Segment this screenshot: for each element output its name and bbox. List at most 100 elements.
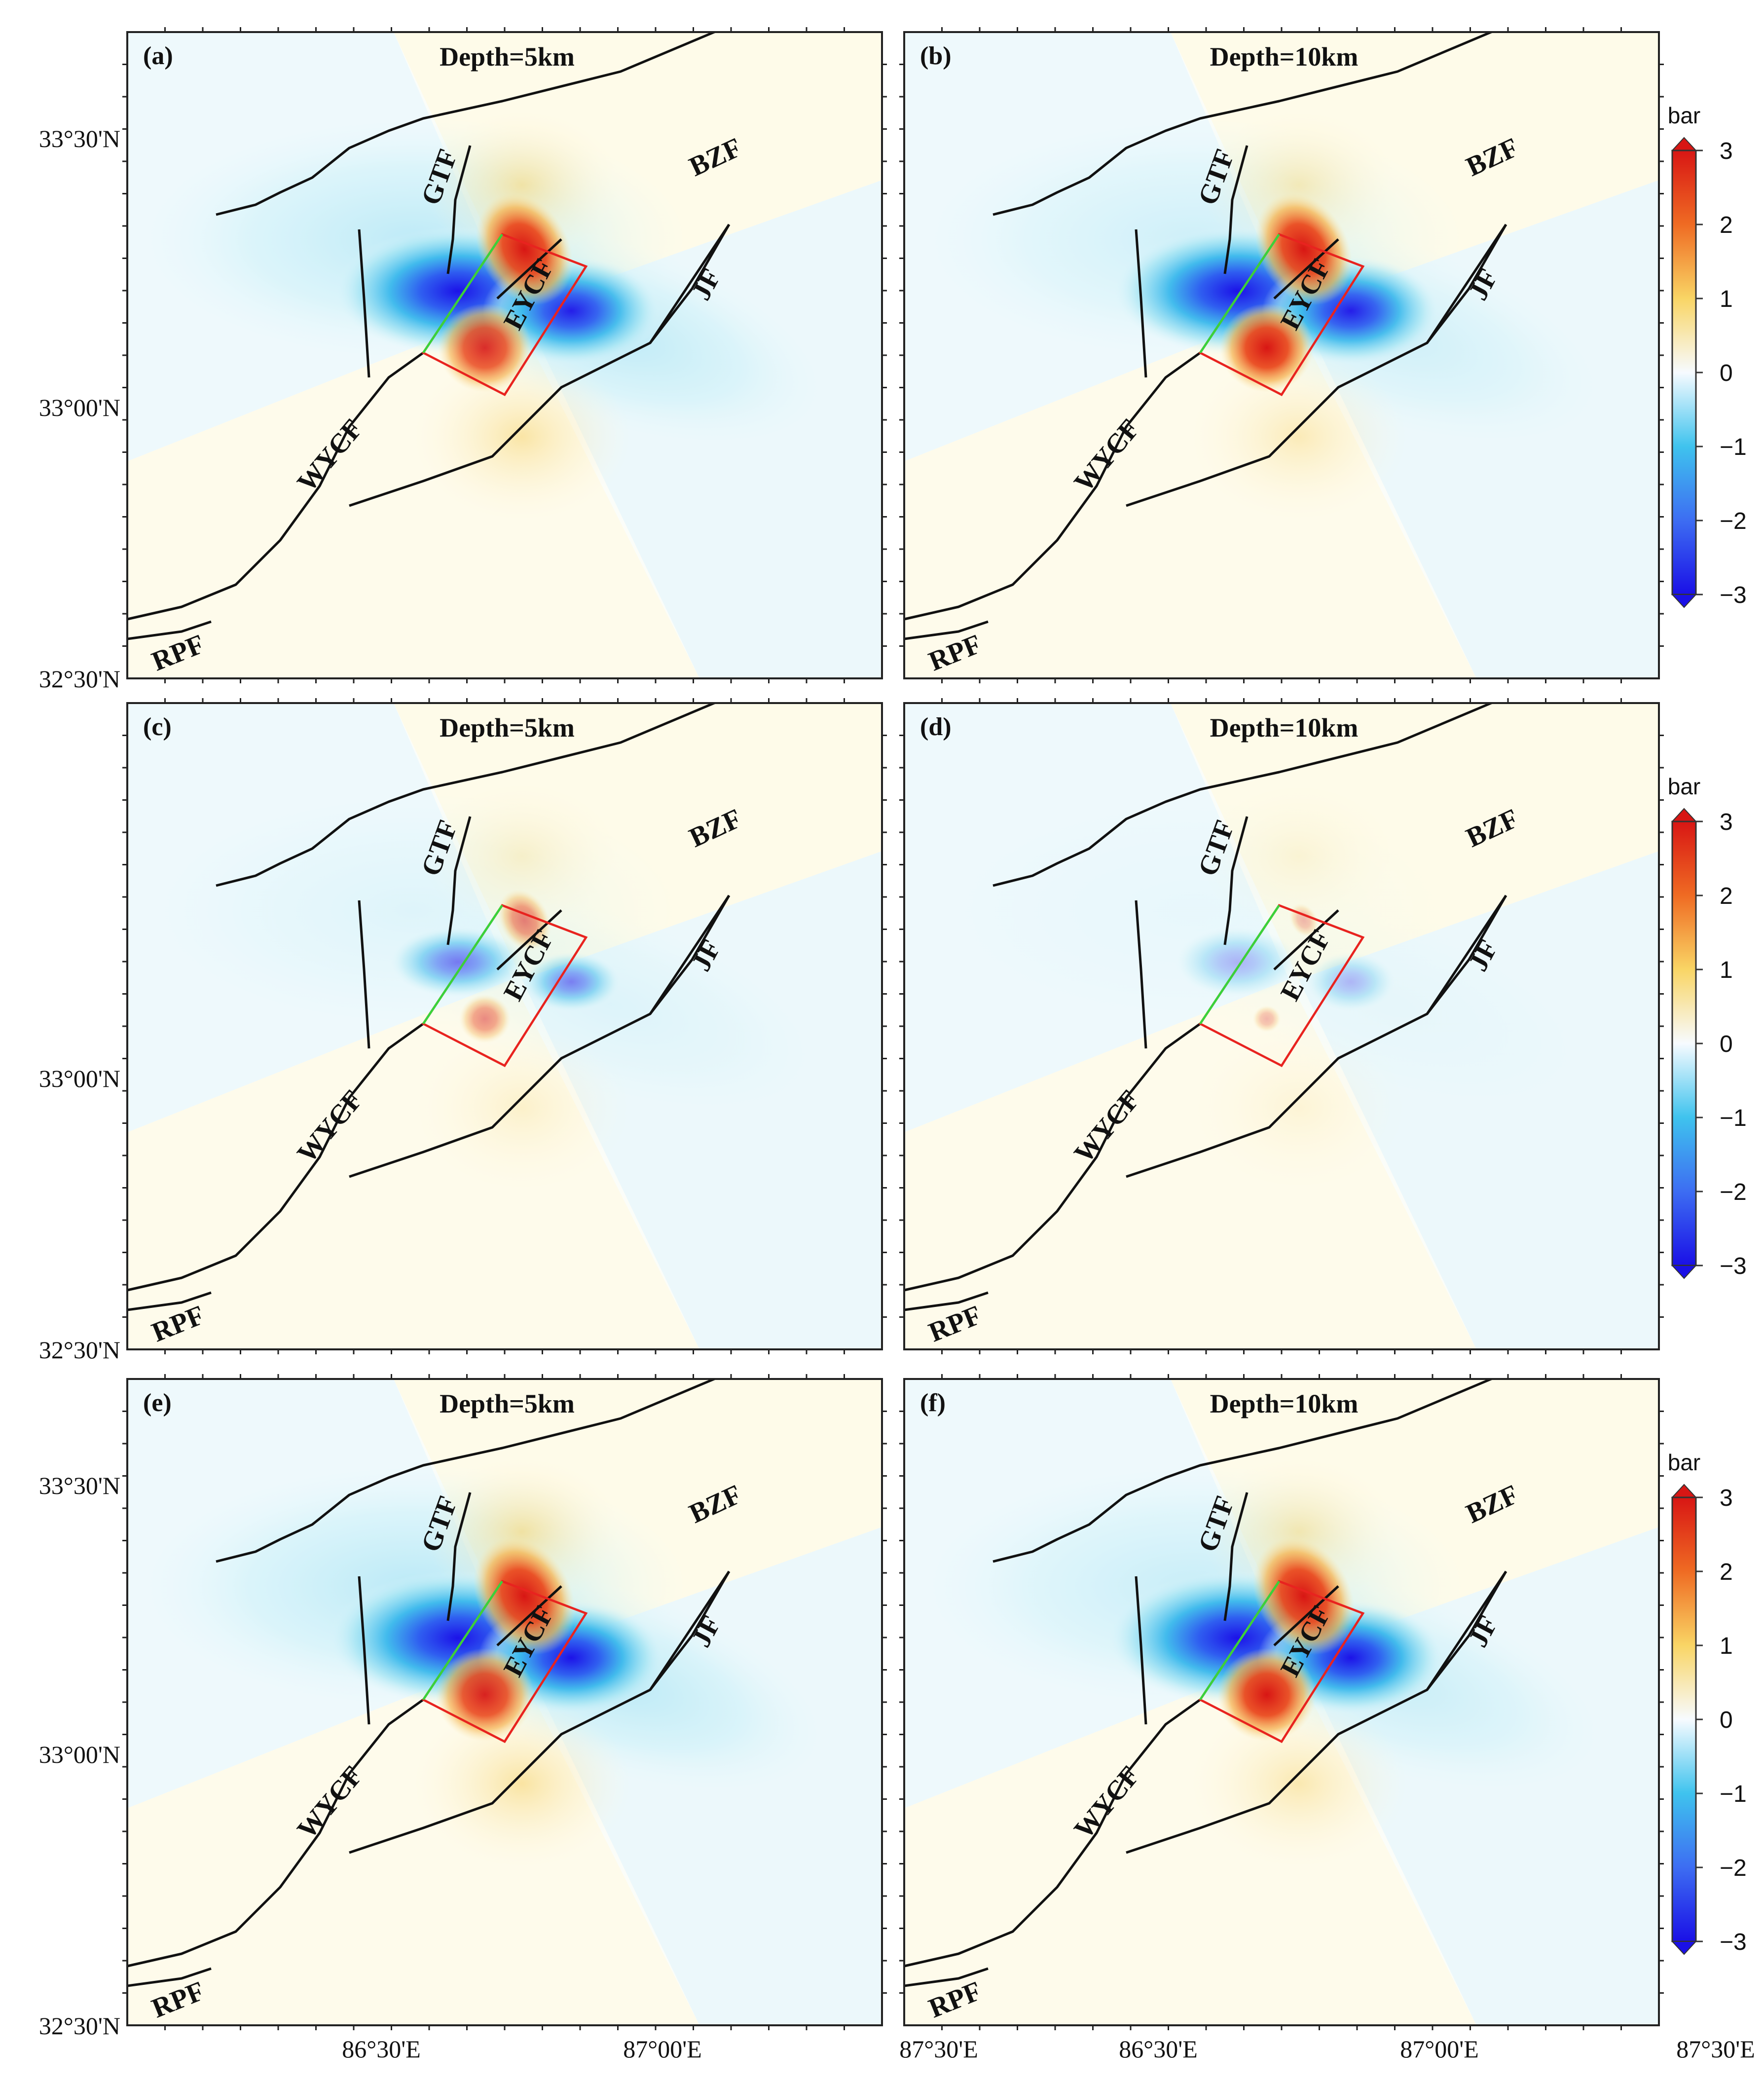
colorbar-tick-label: 1 <box>1720 1633 1733 1659</box>
fault-bzf <box>992 32 1496 216</box>
fault-jf <box>349 223 731 507</box>
colorbar-max-arrow <box>1671 808 1697 822</box>
panel-title: Depth=10km <box>1210 713 1359 743</box>
fault-wycf-branch <box>358 1576 370 1725</box>
fault-jf <box>1126 223 1507 507</box>
fault-jf-upper <box>649 223 731 344</box>
colorbar-tick-label: −3 <box>1720 582 1747 608</box>
panel-title: Depth=5km <box>440 713 575 743</box>
lat-label: 32°30'N <box>39 665 120 693</box>
rupture-trace-green <box>1199 904 1280 1025</box>
positive-lobe-south <box>413 1700 630 1867</box>
lon-label: 86°30'E <box>1119 2035 1198 2063</box>
positive-lobe-north <box>1200 782 1397 930</box>
fault-gtf <box>446 816 472 945</box>
positive-core-north <box>473 1537 576 1655</box>
positive-lobe-south <box>413 1024 630 1191</box>
colorbar-tick-label: −1 <box>1720 1105 1747 1131</box>
positive-lobe-north <box>1200 1458 1397 1606</box>
colorbar-unit: bar <box>1668 103 1700 128</box>
colorbar-tick-label: 3 <box>1720 138 1733 164</box>
positive-lobe-north <box>423 111 621 259</box>
positive-core-south <box>1220 303 1314 392</box>
colorbar-max-arrow <box>1671 137 1697 151</box>
colorbar-tick-label: 1 <box>1720 957 1733 983</box>
colorbar-ramp <box>1671 1496 1697 1942</box>
fault-gtf <box>1223 145 1249 274</box>
fault-rpf-short <box>127 620 212 640</box>
fault-bzf <box>216 703 719 887</box>
colorbar-tick-label: 2 <box>1720 1559 1733 1585</box>
fault-eycf <box>496 909 562 970</box>
positive-core-south <box>1217 1648 1316 1742</box>
fault-eycf <box>1273 1585 1339 1646</box>
fault-gtf <box>1223 1492 1249 1621</box>
colorbar-tick-label: −1 <box>1720 1781 1747 1807</box>
panel-letter: (b) <box>920 42 952 70</box>
lon-label: 87°30'E <box>899 2035 978 2063</box>
lon-label: 87°30'E <box>1676 2035 1755 2063</box>
panel-letter: (e) <box>143 1389 172 1417</box>
colorbar-tick-label: 0 <box>1720 1707 1733 1733</box>
panel-ticks <box>122 27 887 683</box>
negative-core-east <box>1306 952 1395 1012</box>
fault-rpf-short <box>127 1967 212 1987</box>
fault-wycf-rpf <box>904 1022 1201 1292</box>
negative-core-west <box>390 927 526 998</box>
panel-ticks <box>899 698 1664 1354</box>
rupture-trace-green <box>422 1580 503 1701</box>
fault-wycf-branch <box>1135 1576 1147 1725</box>
lon-label: 87°00'E <box>623 2035 702 2063</box>
fault-rpf-short <box>127 1291 212 1311</box>
panel-title: Depth=10km <box>1210 1389 1359 1418</box>
colorbars-layer: bar 3 2 1 0 −1 −2 −3 bar 3 2 1 0 −1 −2 −3 bar 3 2 1 0 −1 −2 −3 <box>1668 103 1747 1955</box>
colorbar-ramp <box>1671 820 1697 1266</box>
fault-jf <box>1126 894 1507 1178</box>
colorbar-2: bar 3 2 1 0 −1 −2 −3 <box>1668 774 1747 1279</box>
fault-jf <box>349 1570 731 1854</box>
fault-eycf <box>1273 909 1339 970</box>
fault-wycf-branch <box>358 900 370 1049</box>
lon-label: 87°00'E <box>1400 2035 1479 2063</box>
negative-core-east <box>522 952 620 1012</box>
lat-label: 32°30'N <box>39 1336 120 1364</box>
fault-wycf-rpf <box>904 1698 1201 1968</box>
fault-jf-upper <box>649 894 731 1015</box>
positive-core-north <box>497 889 551 951</box>
fault-gtf <box>446 145 472 274</box>
fault-wycf-rpf <box>904 351 1201 621</box>
panel-title: Depth=5km <box>440 1389 575 1418</box>
colorbar-1: bar 3 2 1 0 −1 −2 −3 <box>1668 103 1747 608</box>
colorbar-min-arrow <box>1671 1941 1697 1955</box>
fault-wycf-rpf <box>127 351 424 621</box>
fault-bzf <box>992 1379 1496 1563</box>
lat-label: 33°30'N <box>39 125 120 152</box>
colorbar-tick-label: −2 <box>1720 508 1747 534</box>
fault-bzf <box>216 32 719 216</box>
lat-label: 33°00'N <box>39 1065 120 1092</box>
positive-core-south <box>459 994 511 1043</box>
panel-letter: (f) <box>920 1389 946 1417</box>
colorbar-min-arrow <box>1671 1265 1697 1279</box>
positive-lobe-south <box>413 353 630 521</box>
fault-rpf-short <box>904 1291 989 1311</box>
fault-gtf <box>446 1492 472 1621</box>
panel-title: Depth=5km <box>440 42 575 72</box>
positive-lobe-north <box>423 1458 621 1606</box>
colorbar-3: bar 3 2 1 0 −1 −2 −3 <box>1668 1450 1747 1955</box>
colorbar-tick-label: 2 <box>1720 883 1733 909</box>
fault-wycf-branch <box>1135 900 1147 1049</box>
colorbar-max-arrow <box>1671 1484 1697 1498</box>
colorbar-tick-label: 0 <box>1720 360 1733 386</box>
